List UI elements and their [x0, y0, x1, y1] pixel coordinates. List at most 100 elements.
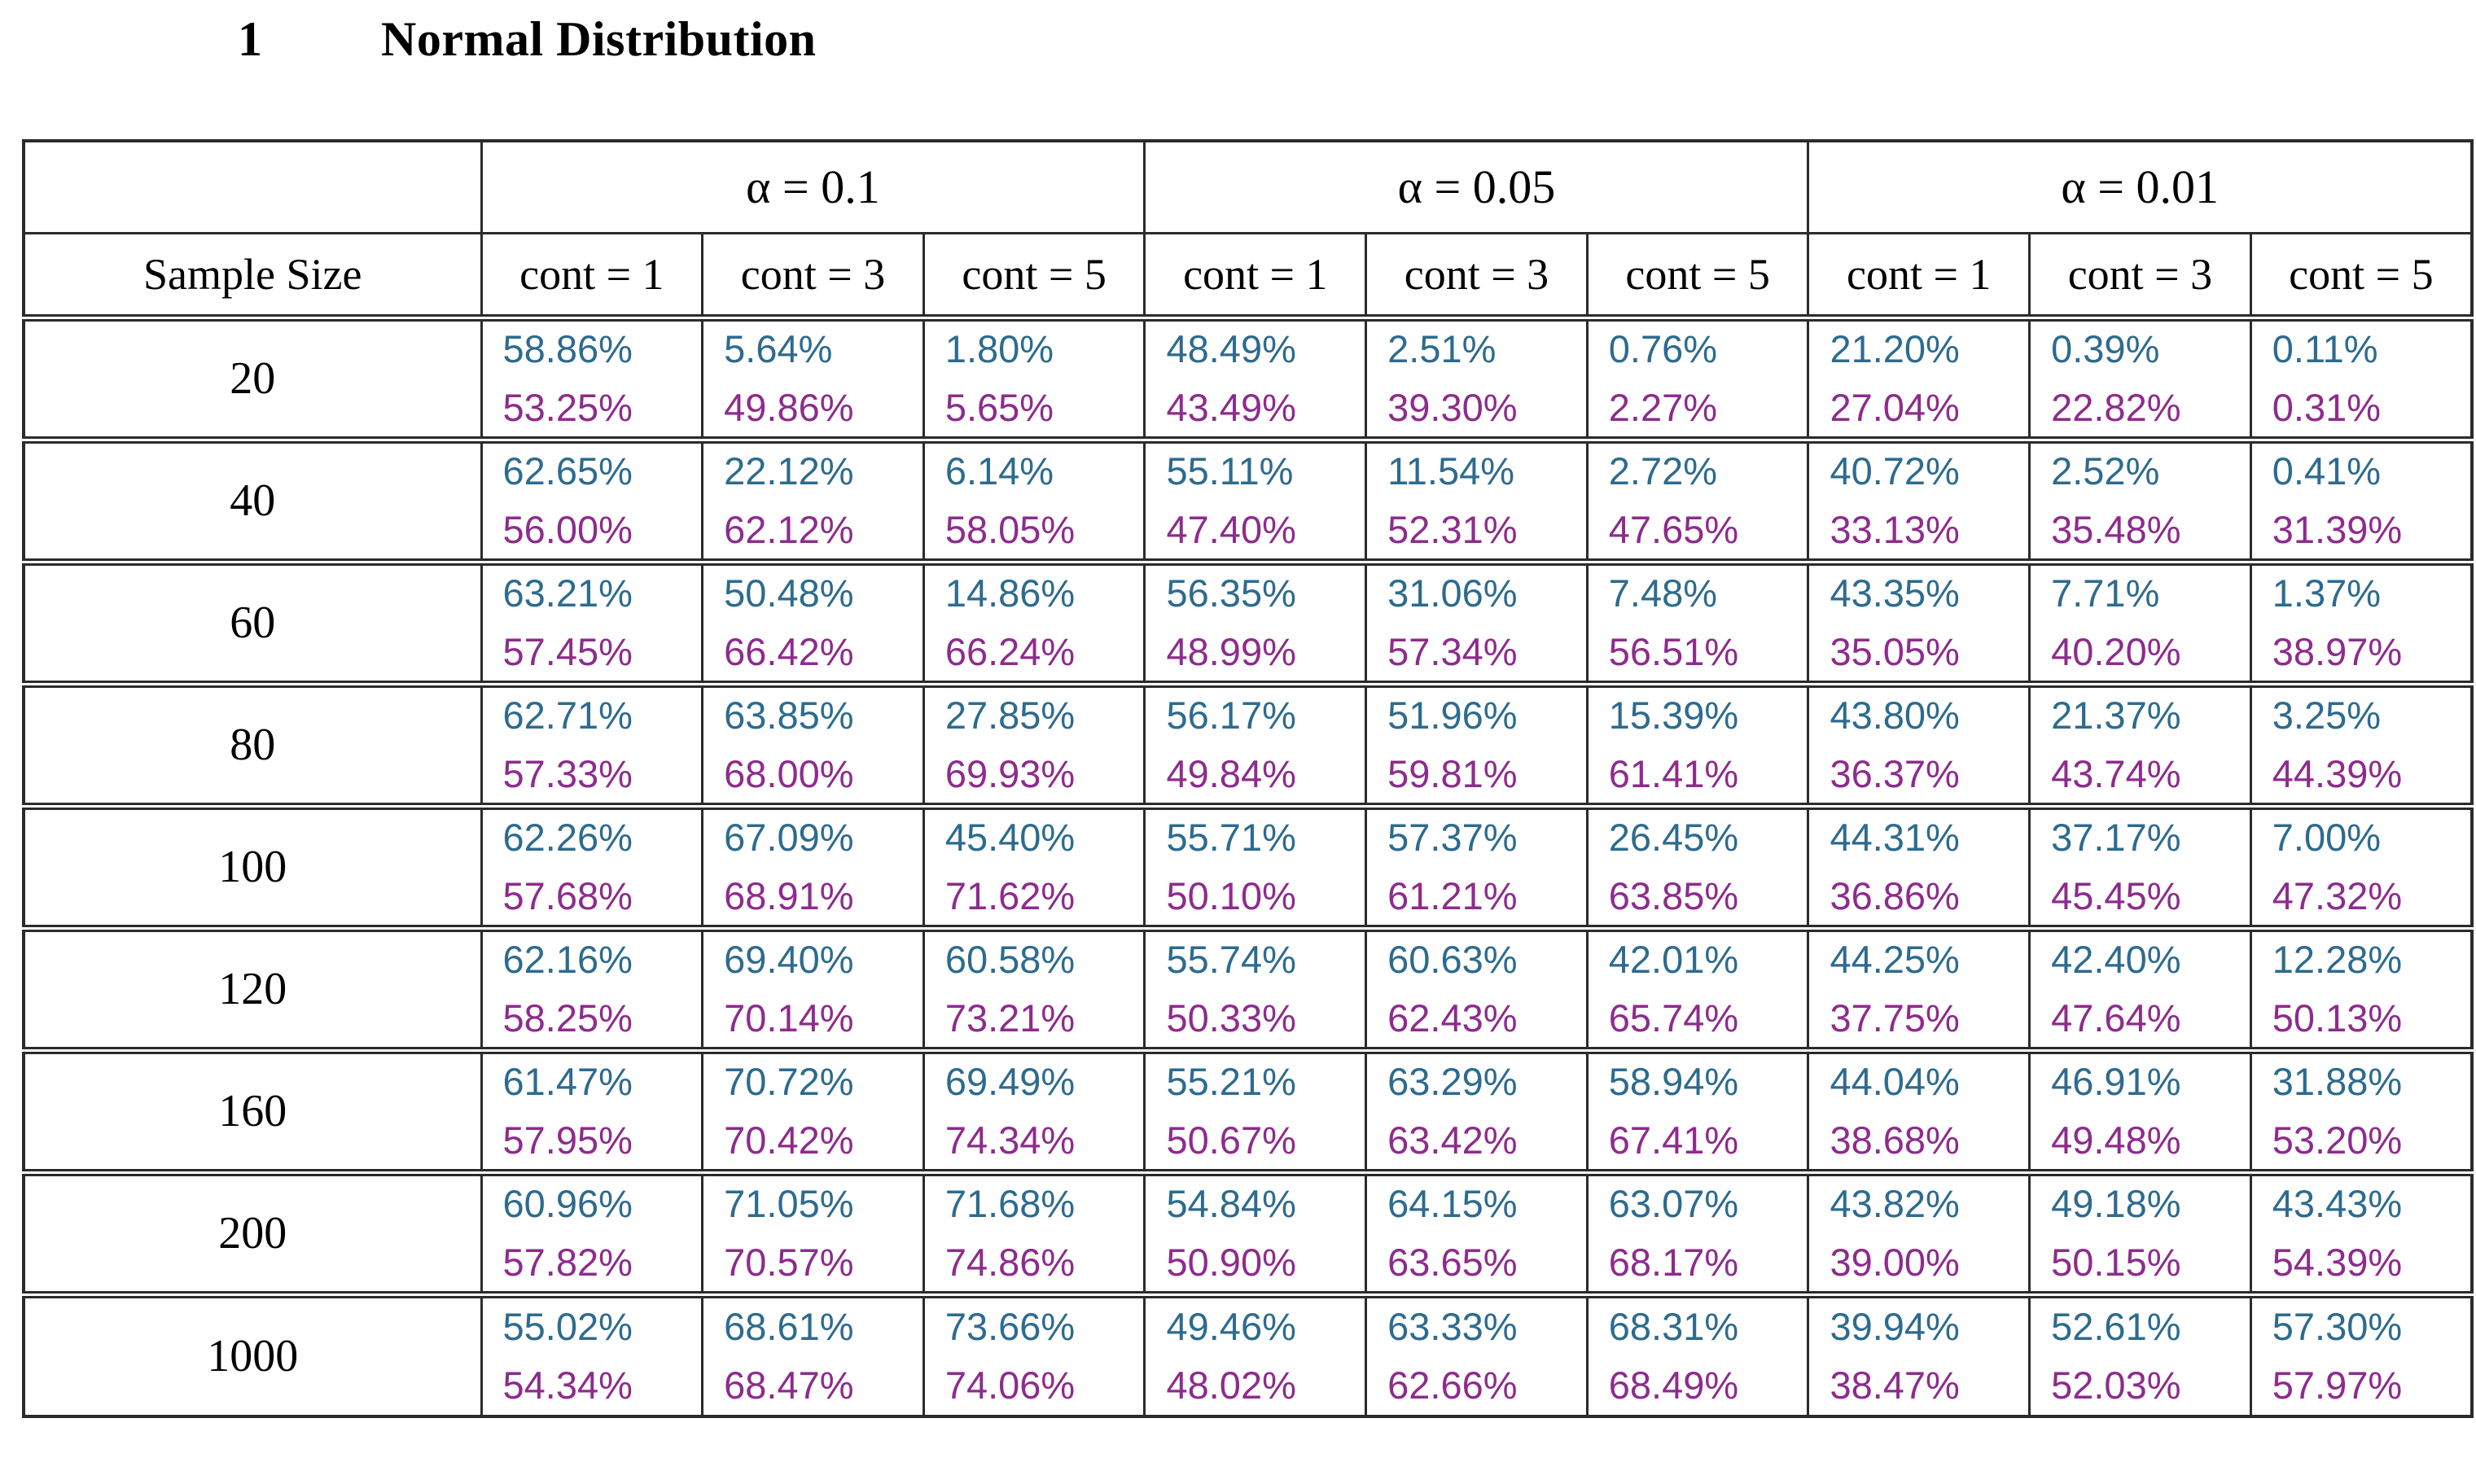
value-bottom: 38.47% [1830, 1364, 1960, 1407]
value-bottom: 5.65% [944, 386, 1054, 429]
value-cell: 26.45% 63.85% [1585, 806, 1810, 932]
value-top: 63.85% [724, 694, 854, 737]
value-cell: 11.54% 52.31% [1365, 440, 1589, 566]
value-top: 54.84% [1166, 1182, 1296, 1225]
table-row: 200 60.96% 57.82% 71.05% 70.57% 71.68% 7… [22, 1172, 2474, 1298]
value-bottom: 56.51% [1608, 630, 1739, 673]
alpha-group-header-0.1: α = 0.1 [480, 141, 1146, 234]
value-cell: 15.39% 61.41% [1585, 684, 1810, 810]
value-top: 62.16% [502, 938, 633, 981]
value-cell: 67.09% 68.91% [701, 806, 925, 932]
value-cell: 73.66% 74.06% [922, 1294, 1146, 1418]
value-top: 3.25% [2272, 694, 2382, 737]
value-cell: 60.63% 62.43% [1365, 928, 1589, 1054]
value-cell: 62.16% 58.25% [480, 928, 704, 1054]
value-cell: 63.21% 57.45% [480, 562, 704, 688]
value-cell: 21.37% 43.74% [2028, 684, 2252, 810]
value-top: 37.17% [2051, 816, 2181, 859]
value-cell: 42.40% 47.64% [2028, 928, 2252, 1054]
value-cell: 0.11% 0.31% [2249, 317, 2474, 444]
value-bottom: 63.65% [1387, 1241, 1518, 1284]
value-top: 55.74% [1166, 938, 1296, 981]
value-cell: 57.30% 57.97% [2249, 1294, 2474, 1418]
value-top: 31.88% [2272, 1060, 2403, 1103]
value-top: 68.31% [1608, 1305, 1739, 1349]
alpha-group-header-0.01: α = 0.01 [1807, 141, 2474, 234]
value-top: 11.54% [1387, 449, 1515, 492]
value-bottom: 74.06% [944, 1364, 1076, 1407]
value-cell: 60.58% 73.21% [922, 928, 1146, 1054]
sample-size-cell: 160 [22, 1050, 483, 1176]
value-cell: 71.68% 74.86% [922, 1172, 1146, 1298]
value-top: 2.72% [1608, 449, 1718, 492]
value-bottom: 73.21% [944, 996, 1076, 1040]
value-bottom: 48.02% [1166, 1364, 1296, 1407]
value-bottom: 47.65% [1608, 508, 1739, 551]
value-top: 43.43% [2272, 1182, 2403, 1225]
value-cell: 37.17% 45.45% [2028, 806, 2252, 932]
value-top: 7.71% [2051, 571, 2160, 615]
value-bottom: 57.82% [502, 1241, 633, 1284]
value-top: 43.80% [1830, 694, 1960, 737]
value-cell: 61.47% 57.95% [480, 1050, 704, 1176]
value-bottom: 33.13% [1830, 508, 1960, 551]
value-bottom: 70.42% [724, 1118, 854, 1162]
value-top: 60.96% [502, 1182, 633, 1225]
value-cell: 62.71% 57.33% [480, 684, 704, 810]
value-bottom: 52.31% [1387, 508, 1518, 551]
value-cell: 7.71% 40.20% [2028, 562, 2252, 688]
sample-size-cell: 60 [22, 562, 483, 688]
value-bottom: 61.41% [1608, 752, 1739, 795]
value-top: 61.47% [502, 1060, 633, 1103]
value-top: 62.65% [502, 449, 633, 492]
section-number: 1 [238, 12, 263, 66]
value-bottom: 2.27% [1608, 386, 1718, 429]
value-bottom: 65.74% [1608, 996, 1739, 1040]
value-cell: 49.18% 50.15% [2028, 1172, 2252, 1298]
value-bottom: 66.42% [724, 630, 854, 673]
value-cell: 22.12% 62.12% [701, 440, 925, 566]
value-top: 12.28% [2272, 938, 2403, 981]
value-bottom: 45.45% [2051, 874, 2181, 917]
cont-header: cont = 5 [1585, 233, 1810, 322]
value-cell: 2.51% 39.30% [1365, 317, 1589, 444]
value-cell: 45.40% 71.62% [922, 806, 1146, 932]
value-bottom: 52.03% [2051, 1364, 2181, 1407]
value-cell: 2.72% 47.65% [1585, 440, 1810, 566]
value-top: 15.39% [1608, 694, 1739, 737]
value-bottom: 63.85% [1608, 874, 1739, 917]
cont-header: cont = 3 [1365, 233, 1589, 322]
value-bottom: 68.49% [1608, 1364, 1739, 1407]
value-top: 42.40% [2051, 938, 2181, 981]
value-top: 57.37% [1387, 816, 1518, 859]
value-top: 63.29% [1387, 1060, 1518, 1103]
cont-header: cont = 5 [2249, 233, 2474, 322]
value-top: 2.51% [1387, 327, 1497, 370]
value-top: 1.37% [2272, 571, 2382, 615]
value-cell: 56.17% 49.84% [1143, 684, 1368, 810]
value-top: 71.68% [944, 1182, 1076, 1225]
value-top: 21.20% [1830, 327, 1960, 370]
value-top: 0.41% [2272, 449, 2382, 492]
alpha-group-header-0.05: α = 0.05 [1143, 141, 1810, 234]
value-cell: 44.31% 36.86% [1807, 806, 2031, 932]
value-cell: 39.94% 38.47% [1807, 1294, 2031, 1418]
value-bottom: 49.48% [2051, 1118, 2181, 1162]
value-top: 63.21% [502, 571, 633, 615]
value-bottom: 50.13% [2272, 996, 2403, 1040]
value-bottom: 48.99% [1166, 630, 1296, 673]
value-top: 45.40% [944, 816, 1076, 859]
value-top: 55.21% [1166, 1060, 1296, 1103]
value-bottom: 58.05% [944, 508, 1076, 551]
value-top: 42.01% [1608, 938, 1739, 981]
value-top: 40.72% [1830, 449, 1960, 492]
value-cell: 43.82% 39.00% [1807, 1172, 2031, 1298]
value-bottom: 57.45% [502, 630, 633, 673]
value-cell: 68.61% 68.47% [701, 1294, 925, 1418]
value-bottom: 54.39% [2272, 1241, 2403, 1284]
value-cell: 60.96% 57.82% [480, 1172, 704, 1298]
value-top: 26.45% [1608, 816, 1739, 859]
value-cell: 14.86% 66.24% [922, 562, 1146, 688]
value-top: 62.26% [502, 816, 633, 859]
value-cell: 68.31% 68.49% [1585, 1294, 1810, 1418]
